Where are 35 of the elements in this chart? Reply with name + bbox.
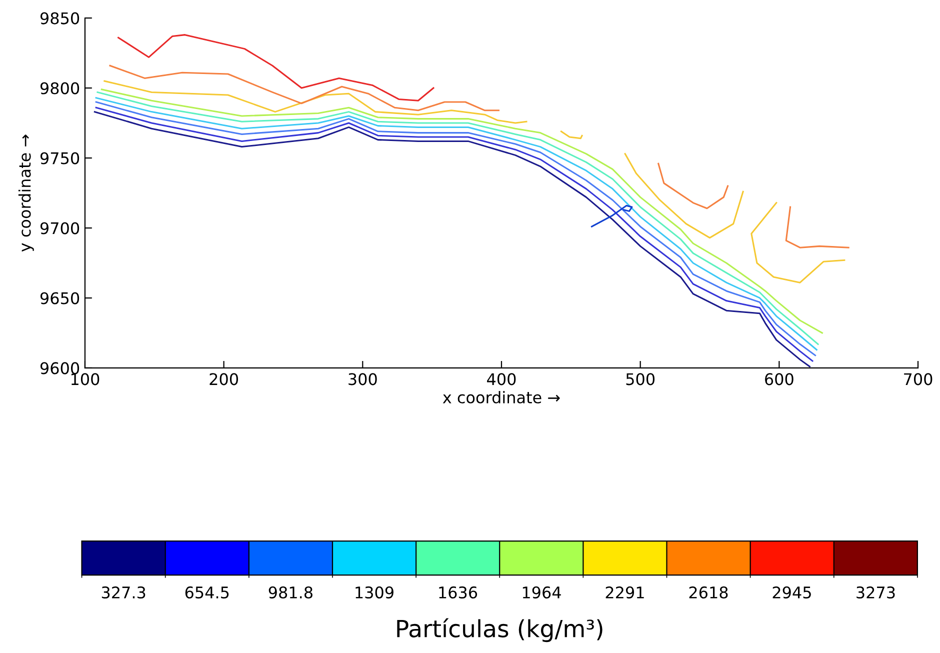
x-tick-label: 600 xyxy=(765,373,794,386)
y-tick-label: 9850 xyxy=(40,12,80,24)
y-tick-label: 9800 xyxy=(40,82,80,94)
line-series xyxy=(785,206,850,248)
x-tick-label: 300 xyxy=(348,373,377,386)
line-series xyxy=(560,130,583,140)
x-tick-label: 500 xyxy=(626,373,655,386)
line-series xyxy=(590,204,633,228)
x-tick-label: 200 xyxy=(210,373,238,386)
color-bar-label: 2618 xyxy=(689,586,728,599)
x-axis-title: x coordinate → xyxy=(442,391,560,404)
color-bar-label: 981.8 xyxy=(268,586,312,599)
y-tick-label: 9750 xyxy=(40,152,80,164)
y-tick-label: 9650 xyxy=(40,292,80,304)
line-series xyxy=(118,34,434,102)
color-bar-label: 1636 xyxy=(439,586,478,599)
line-series xyxy=(104,80,528,124)
line-series xyxy=(109,64,500,112)
color-bar-label: 1964 xyxy=(522,586,561,599)
color-bar-label: 654.5 xyxy=(185,586,229,599)
color-bar-label: 2291 xyxy=(606,586,644,599)
line-series xyxy=(624,153,744,239)
color-bar-label: 327.3 xyxy=(102,586,146,599)
color-bar-label: 1309 xyxy=(356,586,394,599)
color-bar-title: Partículas (kg/m³) xyxy=(397,618,602,642)
color-bar-label: 3273 xyxy=(856,586,895,599)
x-tick-label: 700 xyxy=(904,373,932,386)
y-axis-title: y coordinate → xyxy=(18,134,34,252)
y-tick-label: 9700 xyxy=(40,222,80,234)
y-tick-label: 9600 xyxy=(40,362,80,374)
x-tick-label: 100 xyxy=(71,373,100,386)
color-bar-label: 2945 xyxy=(772,586,811,599)
line-series xyxy=(750,202,846,284)
x-tick-label: 400 xyxy=(487,373,516,386)
line-series xyxy=(658,162,729,210)
